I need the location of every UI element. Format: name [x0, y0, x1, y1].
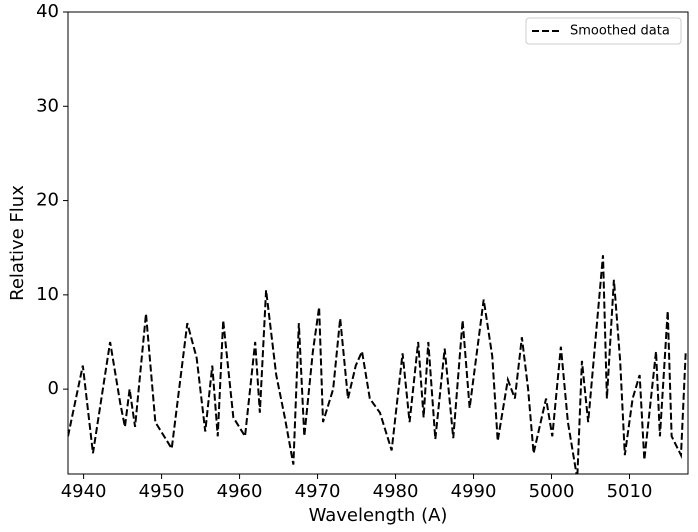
x-tick-label: 4990	[451, 481, 497, 502]
legend-box	[525, 17, 682, 45]
x-tick-label: 4980	[373, 481, 419, 502]
x-tick-label: 4950	[139, 481, 185, 502]
x-tick-label: 4960	[217, 481, 263, 502]
y-tick-label: 20	[36, 190, 59, 211]
x-tick-label: 5000	[529, 481, 575, 502]
y-tick-label: 40	[36, 1, 59, 22]
y-tick-label: 30	[36, 95, 59, 116]
x-axis-label: Wavelength (A)	[309, 505, 448, 526]
y-tick-label: 0	[48, 378, 59, 399]
data-line	[68, 255, 687, 474]
legend-label: Smoothed data	[570, 24, 670, 39]
x-tick-label: 4970	[295, 481, 341, 502]
x-tick-label: 5010	[607, 481, 653, 502]
plot-frame	[67, 11, 689, 475]
legend: Smoothed data	[525, 17, 682, 45]
x-tick-label: 4940	[61, 481, 107, 502]
y-tick-label: 10	[36, 284, 59, 305]
y-axis-label: Relative Flux	[7, 185, 28, 301]
